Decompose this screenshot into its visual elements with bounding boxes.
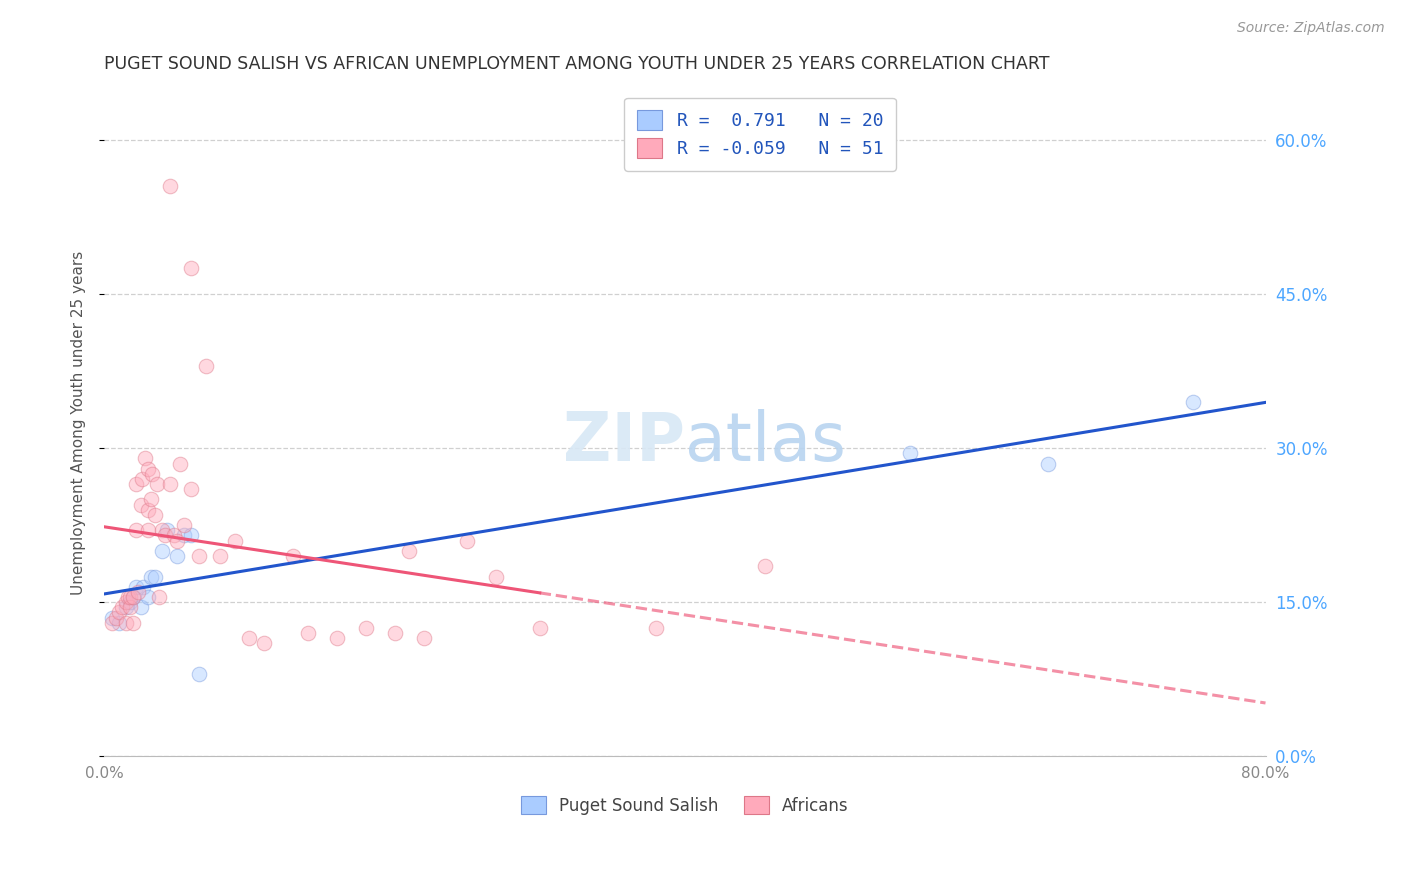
Point [141, 467, 163, 481]
Point [143, 508, 166, 522]
Point [1036, 457, 1059, 471]
Point [115, 595, 138, 609]
Point [253, 636, 276, 650]
Text: PUGET SOUND SALISH VS AFRICAN UNEMPLOYMENT AMONG YOUTH UNDER 25 YEARS CORRELATIO: PUGET SOUND SALISH VS AFRICAN UNEMPLOYME… [104, 55, 1050, 73]
Point [125, 477, 148, 491]
Point [297, 626, 319, 640]
Point [180, 528, 202, 542]
Point [136, 461, 159, 475]
Point [115, 615, 138, 630]
Point [224, 533, 246, 548]
Point [117, 590, 139, 604]
Point [898, 446, 921, 460]
Point [100, 610, 122, 624]
Point [132, 580, 155, 594]
Point [529, 621, 551, 635]
Legend: Puget Sound Salish, Africans: Puget Sound Salish, Africans [515, 789, 855, 822]
Point [163, 528, 186, 542]
Point [129, 498, 152, 512]
Point [173, 528, 195, 542]
Point [120, 600, 142, 615]
Point [187, 667, 209, 681]
Point [485, 569, 508, 583]
Point [281, 549, 304, 563]
Point [115, 600, 138, 615]
Point [134, 451, 156, 466]
Point [125, 580, 148, 594]
Point [159, 477, 181, 491]
Point [136, 523, 159, 537]
Point [1181, 395, 1204, 409]
Y-axis label: Unemployment Among Youth under 25 years: Unemployment Among Youth under 25 years [72, 251, 86, 595]
Point [194, 359, 217, 373]
Point [456, 533, 478, 548]
Point [100, 615, 122, 630]
Point [384, 626, 406, 640]
Point [155, 528, 177, 542]
Point [644, 621, 666, 635]
Point [127, 585, 149, 599]
Point [169, 457, 191, 471]
Point [136, 590, 159, 604]
Point [187, 549, 209, 563]
Point [136, 502, 159, 516]
Point [143, 569, 166, 583]
Point [180, 482, 202, 496]
Point [209, 549, 232, 563]
Point [398, 544, 420, 558]
Point [354, 621, 377, 635]
Point [148, 590, 170, 604]
Point [325, 631, 347, 645]
Point [159, 179, 181, 194]
Text: atlas: atlas [685, 409, 846, 475]
Point [166, 549, 188, 563]
Point [156, 523, 179, 537]
Point [104, 610, 127, 624]
Point [150, 544, 173, 558]
Point [173, 518, 195, 533]
Point [125, 523, 148, 537]
Point [120, 590, 142, 604]
Point [139, 569, 162, 583]
Point [145, 477, 167, 491]
Point [122, 615, 145, 630]
Point [122, 590, 145, 604]
Text: ZIP: ZIP [562, 409, 685, 475]
Point [120, 595, 142, 609]
Point [150, 523, 173, 537]
Point [139, 492, 162, 507]
Point [111, 600, 134, 615]
Point [131, 472, 153, 486]
Point [129, 600, 152, 615]
Point [108, 606, 131, 620]
Point [412, 631, 434, 645]
Point [108, 615, 131, 630]
Point [166, 533, 188, 548]
Point [238, 631, 260, 645]
Point [754, 559, 776, 574]
Point [122, 590, 145, 604]
Point [180, 261, 202, 276]
Text: Source: ZipAtlas.com: Source: ZipAtlas.com [1237, 21, 1385, 35]
